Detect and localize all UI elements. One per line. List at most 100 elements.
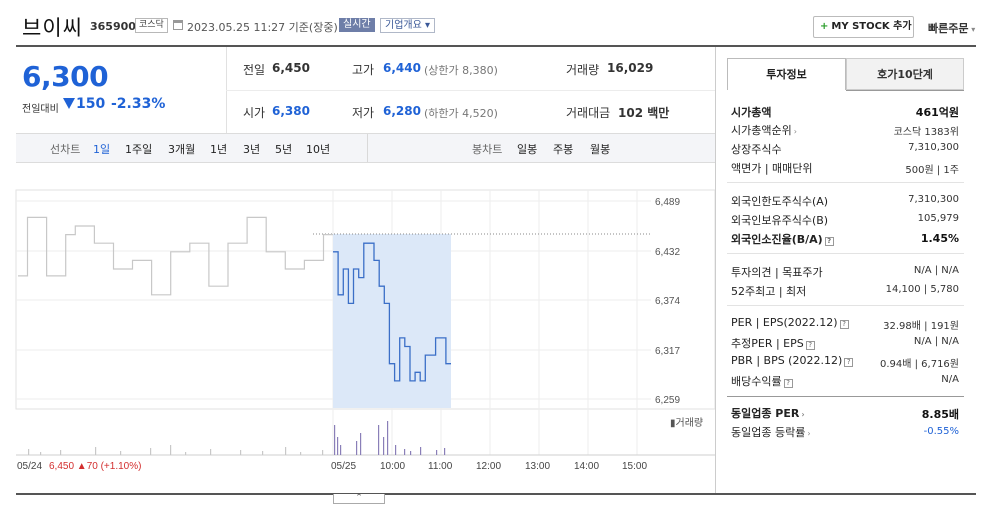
foreign-ratio-label: 외국인소진율(B/A)? bbox=[731, 231, 834, 247]
change-label: 전일대비 bbox=[22, 104, 59, 115]
volume-bar bbox=[210, 449, 212, 455]
period-3y[interactable]: 3년 bbox=[243, 143, 261, 156]
upper-limit: (상한가 8,380) bbox=[424, 64, 498, 77]
help-icon[interactable]: ? bbox=[783, 379, 793, 388]
volume-bar bbox=[404, 449, 406, 455]
pbr-label: PBR | BPS (2022.12)? bbox=[731, 354, 854, 367]
company-overview-dropdown[interactable]: 기업개요 ▾ bbox=[380, 18, 436, 33]
volume-bar bbox=[240, 450, 242, 455]
volume-bar bbox=[285, 447, 287, 455]
toolbar-divider bbox=[367, 134, 368, 162]
tab-underline bbox=[846, 90, 964, 91]
shares-label: 상장주식수 bbox=[731, 143, 782, 156]
line-chart-label: 선차트 bbox=[50, 143, 81, 156]
change-rate: -2.33% bbox=[111, 96, 166, 112]
help-icon[interactable]: ? bbox=[824, 237, 834, 246]
chevron-right-icon: › bbox=[801, 410, 805, 419]
help-icon[interactable]: ? bbox=[844, 358, 854, 367]
stock-code: 365900 bbox=[90, 20, 136, 33]
chevron-right-icon: › bbox=[807, 429, 811, 438]
volume-bar bbox=[340, 445, 342, 455]
realtime-button[interactable]: 실시간 bbox=[339, 18, 375, 32]
chart-toolbar bbox=[16, 133, 715, 163]
base-datetime: 2023.05.25 11:27 기준(장중) bbox=[187, 21, 338, 34]
period-3m[interactable]: 3개월 bbox=[168, 143, 196, 156]
volume-bar bbox=[383, 437, 385, 455]
y-tick-label: 6,317 bbox=[655, 346, 680, 357]
volume-label: 거래량 bbox=[566, 63, 600, 77]
chevron-right-icon: › bbox=[793, 127, 797, 136]
calendar-icon bbox=[173, 20, 183, 30]
prev-day-price-note: 6,450 ▲70 (+1.10%) bbox=[49, 461, 141, 472]
volume-bar bbox=[170, 445, 172, 455]
my-stock-add-button[interactable]: + MY STOCK 추가 bbox=[813, 16, 914, 38]
today-highlight bbox=[333, 234, 451, 408]
candle-monthly[interactable]: 월봉 bbox=[590, 143, 611, 156]
est-per-value: N/A | N/A bbox=[913, 336, 959, 347]
low-value: 6,280 bbox=[383, 104, 421, 118]
foreign-hold-label: 외국인보유주식수(B) bbox=[731, 214, 829, 227]
volume-bar bbox=[444, 448, 446, 455]
tab-quote-10[interactable]: 호가10단계 bbox=[846, 58, 964, 90]
candle-weekly[interactable]: 주봉 bbox=[553, 143, 574, 156]
candle-chart-label: 봉차트 bbox=[472, 143, 503, 156]
divider bbox=[727, 396, 964, 397]
period-10y[interactable]: 10년 bbox=[306, 143, 331, 156]
help-icon[interactable]: ? bbox=[839, 320, 849, 329]
stock-header: 브이씨 365900 코스닥 2023.05.25 11:27 기준(장중) 실… bbox=[0, 0, 996, 46]
volume-bar bbox=[60, 450, 62, 455]
volume-bar bbox=[337, 437, 339, 455]
help-icon[interactable]: ? bbox=[805, 341, 815, 350]
foreign-limit-value: 7,310,300 bbox=[908, 194, 959, 205]
volume-value: 16,029 bbox=[607, 61, 654, 75]
volume-bar bbox=[120, 451, 122, 455]
mcap-value: 461억원 bbox=[915, 106, 959, 119]
period-1y[interactable]: 1년 bbox=[210, 143, 228, 156]
shares-value: 7,310,300 bbox=[908, 142, 959, 153]
period-5y[interactable]: 5년 bbox=[275, 143, 293, 156]
opinion-label: 투자의견 | 목표주가 bbox=[731, 266, 823, 279]
bottom-divider bbox=[16, 493, 976, 495]
high-label: 고가 bbox=[352, 63, 375, 77]
industry-per-link[interactable]: 동일업종 PER › bbox=[731, 407, 805, 420]
tab-invest-info[interactable]: 투자정보 bbox=[727, 58, 846, 90]
volume-bar bbox=[334, 425, 336, 455]
mcap-rank-link[interactable]: 시가총액순위 › bbox=[731, 124, 797, 137]
quick-order-dropdown[interactable]: 빠른주문 ▾ bbox=[928, 22, 976, 35]
current-price: 6,300 bbox=[22, 60, 109, 93]
right-panel bbox=[715, 47, 976, 493]
volume-bar bbox=[387, 421, 389, 455]
x-tick-label: 05/24 bbox=[17, 461, 42, 472]
industry-per-value: 8.85배 bbox=[921, 408, 959, 421]
x-tick-label: 14:00 bbox=[574, 461, 599, 472]
volume-legend: ▮거래량 bbox=[670, 417, 703, 429]
volume-bar bbox=[185, 452, 187, 455]
dividend-value: N/A bbox=[941, 374, 959, 385]
est-per-label: 추정PER | EPS? bbox=[731, 335, 815, 351]
foreign-hold-value: 105,979 bbox=[917, 213, 959, 224]
volume-bar bbox=[420, 447, 422, 455]
chevron-down-icon: ▾ bbox=[421, 20, 431, 31]
candle-daily[interactable]: 일봉 bbox=[517, 143, 538, 156]
industry-rate-link[interactable]: 동일업종 등락률 › bbox=[731, 426, 811, 439]
volume-bar bbox=[322, 450, 324, 455]
foreign-ratio-value: 1.45% bbox=[920, 232, 959, 245]
x-tick-label: 05/25 bbox=[331, 461, 356, 472]
collapse-handle[interactable]: ⌃ bbox=[333, 494, 385, 504]
period-1d[interactable]: 1일 bbox=[93, 143, 111, 156]
volume-bar bbox=[40, 452, 42, 455]
period-1w[interactable]: 1주일 bbox=[125, 143, 153, 156]
volume-bar bbox=[262, 451, 264, 455]
low-label: 저가 bbox=[352, 106, 375, 120]
today-price-line bbox=[333, 242, 451, 382]
high-value: 6,440 bbox=[383, 61, 421, 75]
header-divider bbox=[16, 45, 976, 47]
dividend-label: 배당수익률? bbox=[731, 373, 793, 389]
prev-close-label: 전일 bbox=[243, 63, 266, 77]
opinion-value: N/A | N/A bbox=[913, 265, 959, 276]
y-tick-label: 6,259 bbox=[655, 395, 680, 406]
per-value: 32.98배 | 191원 bbox=[883, 321, 959, 332]
mcap-label: 시가총액 bbox=[731, 106, 772, 119]
volume-bar bbox=[300, 452, 302, 455]
x-tick-label: 12:00 bbox=[476, 461, 501, 472]
